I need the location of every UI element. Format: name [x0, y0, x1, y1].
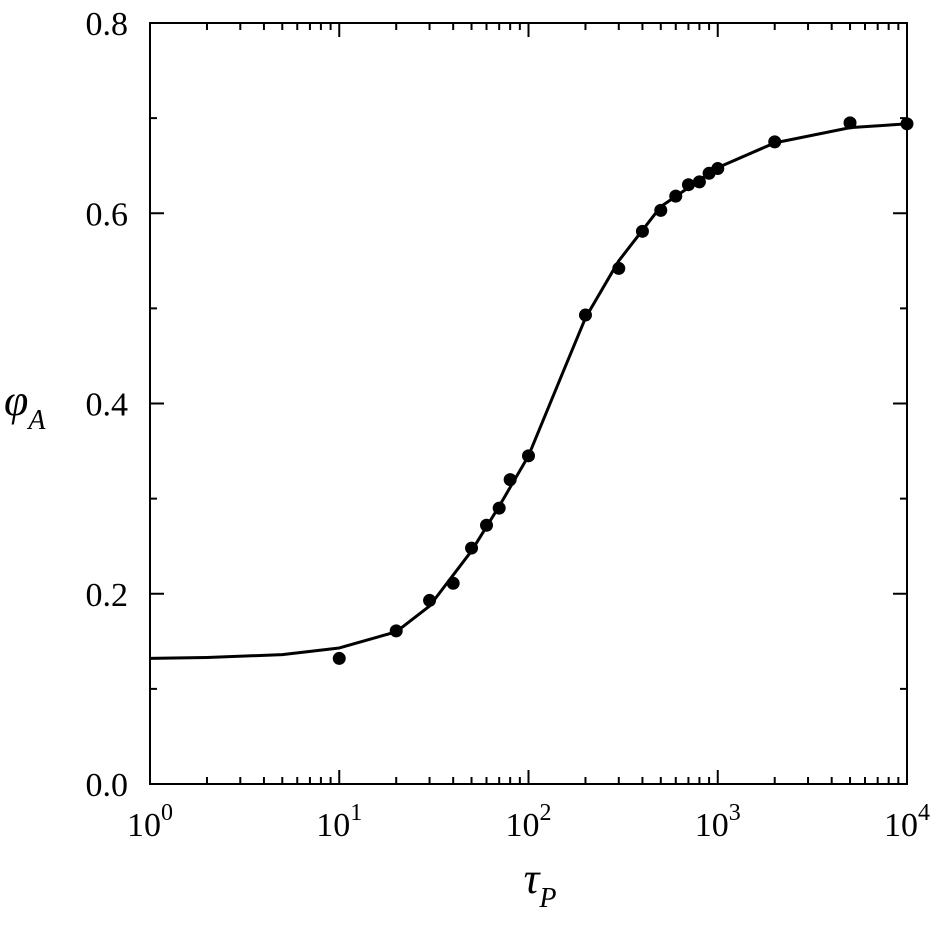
data-point — [900, 117, 914, 131]
x-tick-label: 101 — [316, 800, 362, 844]
x-tick-exp: 4 — [918, 800, 930, 826]
y-tick-label: 0.4 — [86, 387, 129, 424]
y-axis-label: φA — [4, 376, 46, 436]
y-label-symbol: φ — [4, 376, 28, 425]
x-tick-base: 10 — [884, 807, 918, 844]
x-tick-label: 103 — [695, 800, 741, 844]
x-tick-base: 10 — [506, 807, 540, 844]
x-tick-base: 10 — [695, 807, 729, 844]
data-point — [332, 651, 346, 665]
x-label-subscript: P — [538, 883, 556, 914]
y-tick-label: 0.2 — [86, 577, 129, 614]
y-label-subscript: A — [26, 405, 46, 436]
x-tick-base: 10 — [316, 807, 350, 844]
x-label-symbol: τ — [524, 854, 542, 903]
y-tick-label: 0.6 — [86, 196, 129, 233]
x-tick-label: 100 — [127, 800, 173, 844]
x-tick-exp: 2 — [540, 800, 552, 826]
x-tick-exp: 3 — [729, 800, 741, 826]
x-axis-label: τP — [524, 854, 557, 914]
x-tick-base: 10 — [127, 807, 161, 844]
y-tick-label: 0.8 — [86, 6, 129, 43]
x-tick-label: 102 — [506, 800, 552, 844]
x-tick-exp: 1 — [350, 800, 362, 826]
data-point — [654, 203, 668, 217]
data-point — [681, 178, 695, 192]
plot-frame — [149, 22, 908, 785]
y-tick-label: 0.0 — [86, 767, 129, 804]
x-tick-exp: 0 — [161, 800, 173, 826]
fit-line — [149, 122, 908, 660]
x-tick-label: 104 — [884, 800, 930, 844]
